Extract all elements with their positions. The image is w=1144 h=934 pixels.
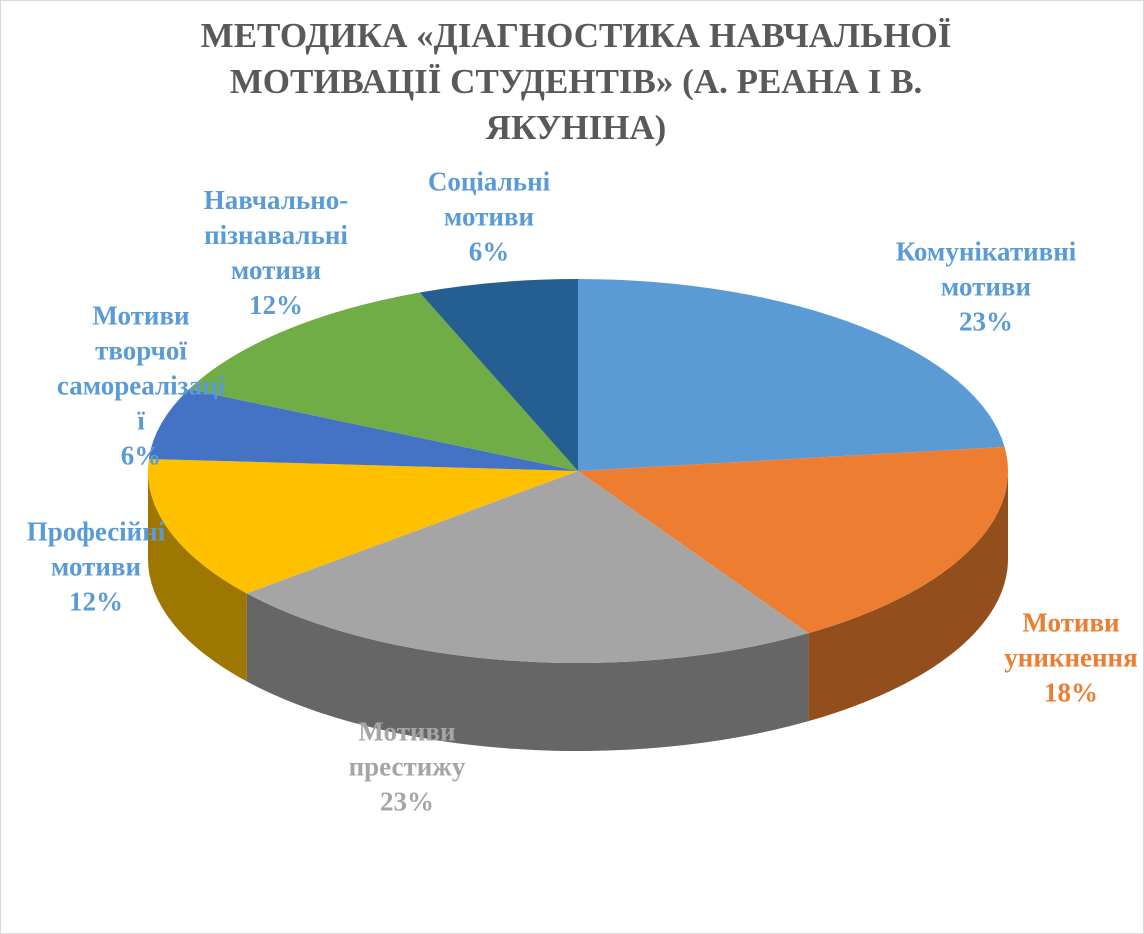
chart-title: МЕТОДИКА «ДІАГНОСТИКА НАВЧАЛЬНОЇ МОТИВАЦ… — [200, 16, 952, 147]
slice — [246, 471, 809, 663]
slice-side — [808, 471, 1008, 722]
slice — [148, 458, 579, 594]
value-label: 12% — [69, 586, 123, 617]
value-label: 18% — [1044, 677, 1098, 708]
value-label: 6% — [120, 440, 162, 471]
category-label: Мотиви уникнення — [1004, 607, 1138, 673]
category-label: Професійні мотиви — [26, 516, 166, 582]
slice — [578, 446, 1008, 634]
value-label: 12% — [249, 290, 303, 320]
category-label: Мотиви творчої самореалізації — [56, 300, 226, 436]
value-label: 23% — [959, 306, 1013, 337]
category-label: Соціальні мотиви — [427, 166, 551, 232]
data-label: Професійні мотиви 12% — [6, 515, 186, 620]
category-label: Комунікативні мотиви — [895, 236, 1077, 302]
data-label: Мотиви творчої самореалізації 6% — [56, 299, 226, 474]
category-label: Навчально-пізнавальні мотиви — [203, 185, 349, 285]
category-label: Мотиви престижу — [348, 716, 466, 782]
data-label: Навчально-пізнавальні мотиви 12% — [181, 183, 371, 323]
data-label: Комунікативні мотиви 23% — [861, 235, 1111, 340]
slice — [148, 389, 578, 471]
value-label: 23% — [380, 786, 434, 817]
slice — [188, 292, 578, 471]
slice — [578, 279, 1005, 471]
data-label: Соціальні мотиви 6% — [404, 165, 574, 270]
slice — [419, 279, 578, 471]
data-label: Мотиви престижу 23% — [307, 715, 507, 820]
value-label: 6% — [468, 236, 510, 267]
slice-side — [148, 471, 247, 682]
data-label: Мотиви уникнення 18% — [976, 606, 1144, 711]
slice-side — [246, 593, 809, 751]
